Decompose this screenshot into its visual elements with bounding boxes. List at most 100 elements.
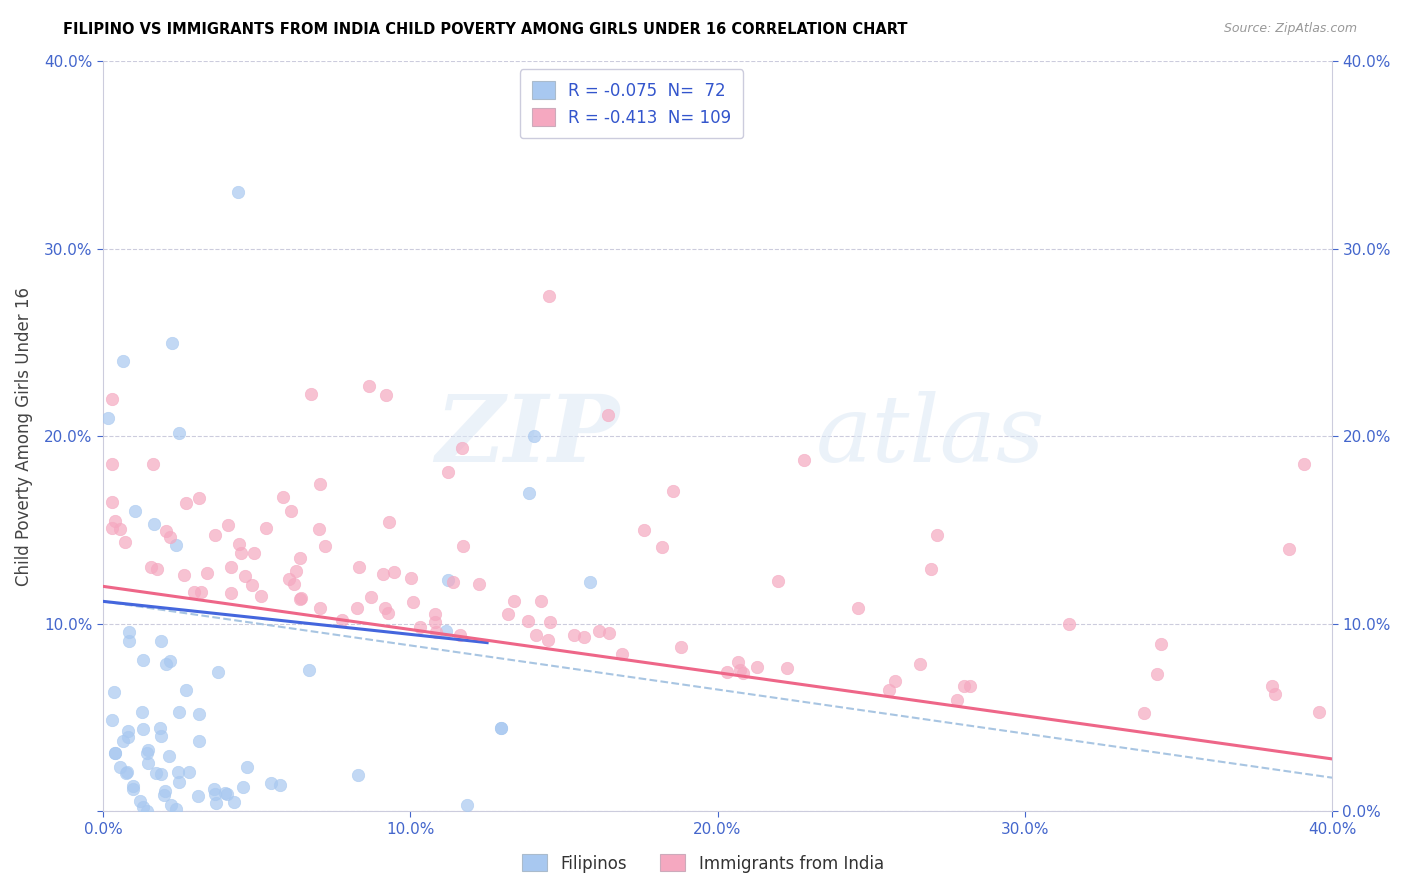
Point — [118, 634, 141, 648]
Point — [104, 746, 127, 760]
Point — [183, 585, 205, 599]
Point — [283, 576, 305, 591]
Point — [142, 457, 165, 471]
Point — [159, 530, 181, 544]
Point — [204, 528, 226, 542]
Point — [233, 569, 256, 583]
Point — [228, 186, 250, 200]
Point — [271, 490, 294, 504]
Point — [114, 535, 136, 549]
Point — [229, 546, 252, 560]
Point — [588, 624, 610, 638]
Point — [952, 679, 974, 693]
Point — [374, 601, 396, 615]
Point — [308, 522, 330, 536]
Point — [159, 654, 181, 668]
Point — [496, 607, 519, 622]
Point — [572, 630, 595, 644]
Point — [269, 778, 291, 792]
Point — [101, 458, 124, 472]
Point — [187, 491, 209, 505]
Point — [523, 429, 546, 443]
Point — [451, 441, 474, 455]
Point — [135, 804, 157, 818]
Point — [129, 794, 152, 808]
Point — [537, 632, 560, 647]
Point — [776, 661, 799, 675]
Point — [434, 624, 457, 638]
Point — [101, 495, 124, 509]
Text: Source: ZipAtlas.com: Source: ZipAtlas.com — [1223, 22, 1357, 36]
Point — [360, 590, 382, 604]
Legend: Filipinos, Immigrants from India: Filipinos, Immigrants from India — [516, 847, 890, 880]
Point — [160, 335, 183, 350]
Point — [284, 564, 307, 578]
Point — [451, 539, 474, 553]
Point — [309, 477, 332, 491]
Point — [727, 655, 749, 669]
Point — [1292, 457, 1315, 471]
Point — [298, 663, 321, 677]
Point — [104, 514, 127, 528]
Point — [382, 565, 405, 579]
Point — [489, 722, 512, 736]
Point — [205, 796, 228, 810]
Point — [254, 521, 277, 535]
Point — [884, 673, 907, 688]
Point — [173, 568, 195, 582]
Point — [132, 800, 155, 814]
Point — [731, 666, 754, 681]
Y-axis label: Child Poverty Among Girls Under 16: Child Poverty Among Girls Under 16 — [15, 287, 32, 586]
Point — [122, 782, 145, 797]
Point — [537, 288, 560, 302]
Point — [165, 538, 187, 552]
Point — [207, 665, 229, 680]
Point — [946, 692, 969, 706]
Text: ZIP: ZIP — [434, 392, 619, 482]
Point — [1260, 679, 1282, 693]
Point — [280, 504, 302, 518]
Point — [347, 560, 370, 574]
Point — [377, 606, 399, 620]
Point — [468, 577, 491, 591]
Point — [103, 685, 125, 699]
Point — [131, 705, 153, 719]
Point — [150, 729, 173, 743]
Point — [177, 765, 200, 780]
Point — [228, 537, 250, 551]
Point — [662, 483, 685, 498]
Point — [155, 657, 177, 672]
Point — [745, 659, 768, 673]
Point — [792, 452, 814, 467]
Point — [437, 465, 460, 479]
Point — [217, 518, 239, 533]
Point — [160, 797, 183, 812]
Point — [959, 679, 981, 693]
Point — [288, 551, 311, 566]
Point — [598, 625, 620, 640]
Point — [1132, 706, 1154, 720]
Legend: R = -0.075  N=  72, R = -0.413  N= 109: R = -0.075 N= 72, R = -0.413 N= 109 — [520, 70, 744, 138]
Text: FILIPINO VS IMMIGRANTS FROM INDIA CHILD POVERTY AMONG GIRLS UNDER 16 CORRELATION: FILIPINO VS IMMIGRANTS FROM INDIA CHILD … — [63, 22, 908, 37]
Point — [219, 585, 242, 599]
Point — [204, 787, 226, 801]
Point — [132, 722, 155, 736]
Point — [377, 515, 399, 529]
Point — [314, 539, 336, 553]
Point — [562, 628, 585, 642]
Point — [97, 410, 120, 425]
Point — [879, 682, 901, 697]
Point — [290, 592, 312, 607]
Point — [299, 387, 322, 401]
Point — [108, 522, 131, 536]
Point — [399, 571, 422, 585]
Point — [108, 760, 131, 774]
Point — [145, 562, 167, 576]
Point — [371, 567, 394, 582]
Point — [243, 546, 266, 560]
Point — [437, 573, 460, 587]
Point — [503, 594, 526, 608]
Point — [908, 657, 931, 672]
Point — [768, 574, 790, 588]
Point — [290, 591, 312, 605]
